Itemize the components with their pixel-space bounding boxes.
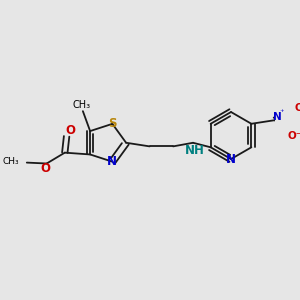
Text: CH₃: CH₃ (3, 157, 20, 166)
Text: O: O (294, 103, 300, 113)
Text: O⁻: O⁻ (288, 131, 300, 141)
Text: O: O (65, 124, 75, 136)
Text: S: S (108, 117, 117, 130)
Text: O: O (40, 162, 50, 176)
Text: N: N (226, 152, 236, 166)
Text: CH₃: CH₃ (72, 100, 90, 110)
Text: NH: NH (185, 144, 205, 158)
Text: N: N (107, 155, 117, 168)
Text: ⁺: ⁺ (280, 107, 284, 116)
Text: N: N (273, 112, 282, 122)
